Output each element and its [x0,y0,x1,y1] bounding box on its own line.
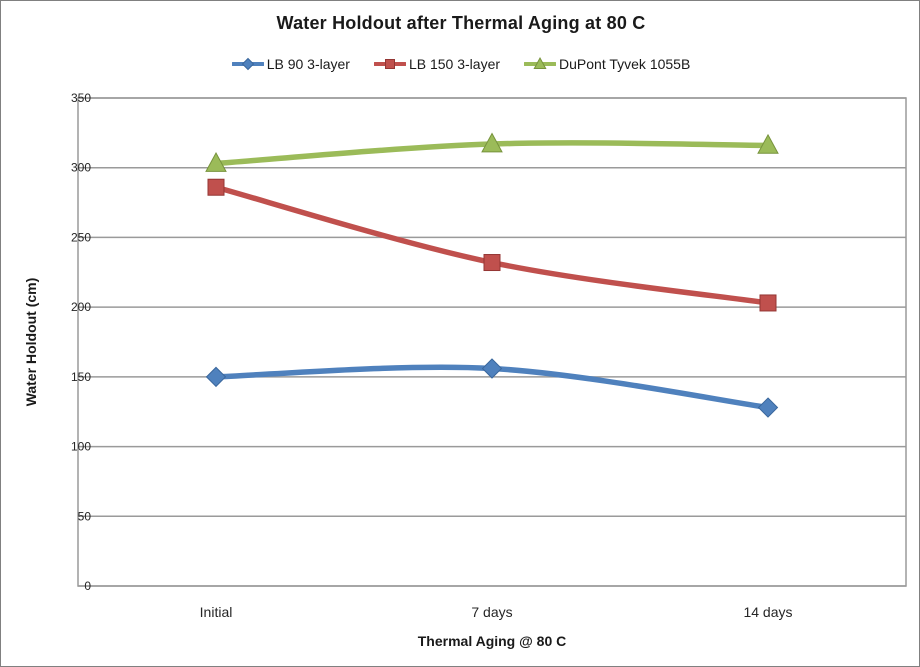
chart-title: Water Holdout after Thermal Aging at 80 … [276,13,646,33]
y-tick-label: 350 [71,91,91,105]
square-marker-icon [384,59,395,69]
square-legend-glyph [372,59,407,69]
series-line [213,184,771,306]
series-lb-150-3-layer [207,178,777,312]
legend-label: LB 150 3-layer [408,56,501,72]
y-tick-label: 150 [71,370,91,384]
y-tick-label: 50 [78,509,92,523]
diamond-legend-glyph [230,57,265,71]
diamond-series-marker-icon [230,56,265,72]
square-marker-icon [483,254,501,272]
square-marker-icon [207,178,225,196]
x-category-label: 14 days [743,604,792,620]
legend: LB 90 3-layer LB 150 3-layer DuPont Tyve… [1,53,919,75]
diamond-marker-icon [205,366,227,388]
square-marker-icon [759,294,777,312]
triangle-marker-icon [757,133,779,154]
legend-item-lb90: LB 90 3-layer [230,56,350,72]
x-category-label: 7 days [471,604,512,620]
x-category-labels: Initial 7 days 14 days [200,604,793,620]
triangle-marker-icon [533,56,547,69]
legend-label: LB 90 3-layer [266,56,350,72]
legend-label: DuPont Tyvek 1055B [559,56,691,72]
y-tick-label: 300 [71,161,91,175]
series-dupont-tyvek-1055b [205,132,779,172]
y-tick-label: 100 [71,440,91,454]
plot-border [77,97,907,587]
triangle-legend-glyph [523,56,558,69]
y-tick-label: 200 [71,300,91,314]
triangle-series-marker-icon [523,56,558,72]
x-axis-title: Thermal Aging @ 80 C [417,633,567,649]
legend-item-tyvek: DuPont Tyvek 1055B [523,56,691,72]
triangle-marker-icon [481,132,503,153]
y-tick-labels: 0 50 100 150 200 250 300 350 [71,91,91,593]
x-category-label: Initial [200,604,233,620]
square-series-marker-icon [372,56,407,72]
diamond-marker-icon [241,57,254,71]
triangle-marker-icon [205,151,227,172]
legend-item-lb150: LB 150 3-layer [372,56,501,72]
y-tick-label: 250 [71,230,91,244]
y-tick-label: 0 [84,579,91,593]
series-lb-90-3-layer [205,358,779,418]
gridlines [78,97,906,587]
diamond-marker-icon [757,397,779,418]
diamond-marker-icon [481,358,503,379]
